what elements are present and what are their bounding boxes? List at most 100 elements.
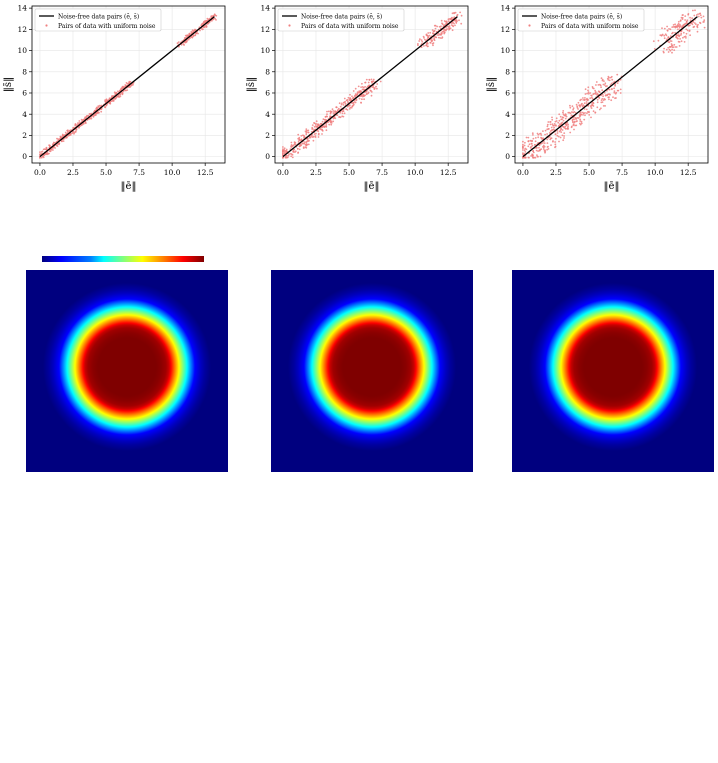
noise-point <box>364 85 366 88</box>
noise-point <box>328 120 330 123</box>
noise-point <box>670 43 673 45</box>
noise-point <box>693 22 696 24</box>
noise-point <box>344 102 347 105</box>
x-tick-label: 5.0 <box>343 168 355 177</box>
noise-point <box>375 85 377 88</box>
noise-point <box>567 123 569 126</box>
noise-point <box>55 144 58 147</box>
noise-point <box>564 117 567 120</box>
noise-point <box>524 141 526 144</box>
noise-point <box>585 101 588 103</box>
heatmap-disk <box>26 270 228 472</box>
noise-point <box>346 105 349 108</box>
noise-point <box>351 95 353 98</box>
noise-point <box>83 118 86 120</box>
noise-point <box>354 87 357 90</box>
noise-point <box>428 34 431 37</box>
noise-point <box>523 144 526 147</box>
y-tick-label: 10 <box>260 46 270 55</box>
noise-point <box>313 125 316 128</box>
noise-point <box>128 82 131 84</box>
noise-point <box>184 41 187 44</box>
noise-point <box>699 14 702 17</box>
noise-point <box>342 110 345 113</box>
noise-point <box>551 118 554 121</box>
noise-point <box>697 13 699 16</box>
noise-point <box>360 86 362 88</box>
noise-point <box>321 126 324 129</box>
noise-point <box>40 153 43 155</box>
noise-point <box>184 34 187 37</box>
legend: Noise-free data pairs (ē, s̄) Pairs of da… <box>517 8 645 32</box>
noise-point <box>601 79 604 82</box>
noise-point <box>433 24 436 27</box>
y-axis-label: ‖s̄‖ <box>246 77 257 92</box>
noise-point <box>92 116 95 118</box>
noise-point <box>326 110 328 113</box>
noise-point <box>66 131 69 133</box>
noise-point <box>569 131 572 134</box>
noise-point <box>558 113 561 116</box>
y-axis-label: ‖s̄‖ <box>486 77 497 92</box>
noise-point <box>431 29 434 31</box>
y-tick-label: 14 <box>500 4 510 13</box>
noise-point <box>90 112 93 115</box>
noise-point <box>546 146 549 148</box>
noise-point <box>680 32 683 35</box>
noise-point <box>671 26 674 28</box>
noise-point <box>298 145 301 148</box>
noise-point <box>191 36 194 39</box>
noise-point <box>522 149 524 151</box>
x-tick-label: 7.5 <box>616 168 628 177</box>
noise-point <box>661 27 663 30</box>
noise-point <box>555 137 557 140</box>
noise-point <box>204 20 207 22</box>
noise-point <box>583 102 586 105</box>
noise-point <box>587 92 590 95</box>
legend-label-noise: Pairs of data with uniform noise <box>58 23 156 30</box>
legend-label-noise: Pairs of data with uniform noise <box>541 23 639 30</box>
noise-point <box>569 104 571 107</box>
noise-point <box>677 37 679 40</box>
noise-point <box>429 31 432 34</box>
noise-point <box>686 29 689 32</box>
noise-point <box>571 118 574 121</box>
noise-point <box>702 15 705 18</box>
noise-point <box>183 44 186 46</box>
noise-point <box>535 149 538 152</box>
noise-point <box>657 39 660 42</box>
noise-point <box>187 38 190 41</box>
noise-point <box>663 34 666 37</box>
noise-point <box>559 115 562 118</box>
noise-point <box>600 99 603 101</box>
noise-point <box>335 106 338 109</box>
noise-point <box>703 26 706 29</box>
noise-point <box>534 156 537 159</box>
noise-point <box>546 148 548 151</box>
noise-point <box>328 123 331 126</box>
x-tick-label: 2.5 <box>550 168 562 177</box>
noise-point <box>214 14 217 17</box>
noise-point <box>677 20 680 23</box>
noise-point <box>85 115 88 118</box>
noise-point <box>522 145 524 148</box>
noise-point <box>105 104 108 107</box>
noise-point <box>330 123 333 126</box>
noise-point <box>208 17 211 20</box>
noise-point <box>305 128 308 131</box>
noise-point <box>363 98 365 101</box>
noise-point <box>537 155 539 158</box>
noise-point <box>546 142 549 145</box>
noise-point <box>532 137 535 140</box>
noise-point <box>285 156 287 159</box>
noise-point <box>549 130 552 133</box>
noise-point <box>666 38 668 40</box>
noise-point <box>602 95 604 98</box>
noise-point <box>699 22 702 25</box>
noise-point <box>447 20 450 22</box>
noise-point <box>685 21 688 23</box>
noise-point <box>684 35 687 38</box>
noise-point <box>370 91 373 93</box>
noise-point <box>616 82 619 84</box>
noise-point <box>203 26 206 29</box>
